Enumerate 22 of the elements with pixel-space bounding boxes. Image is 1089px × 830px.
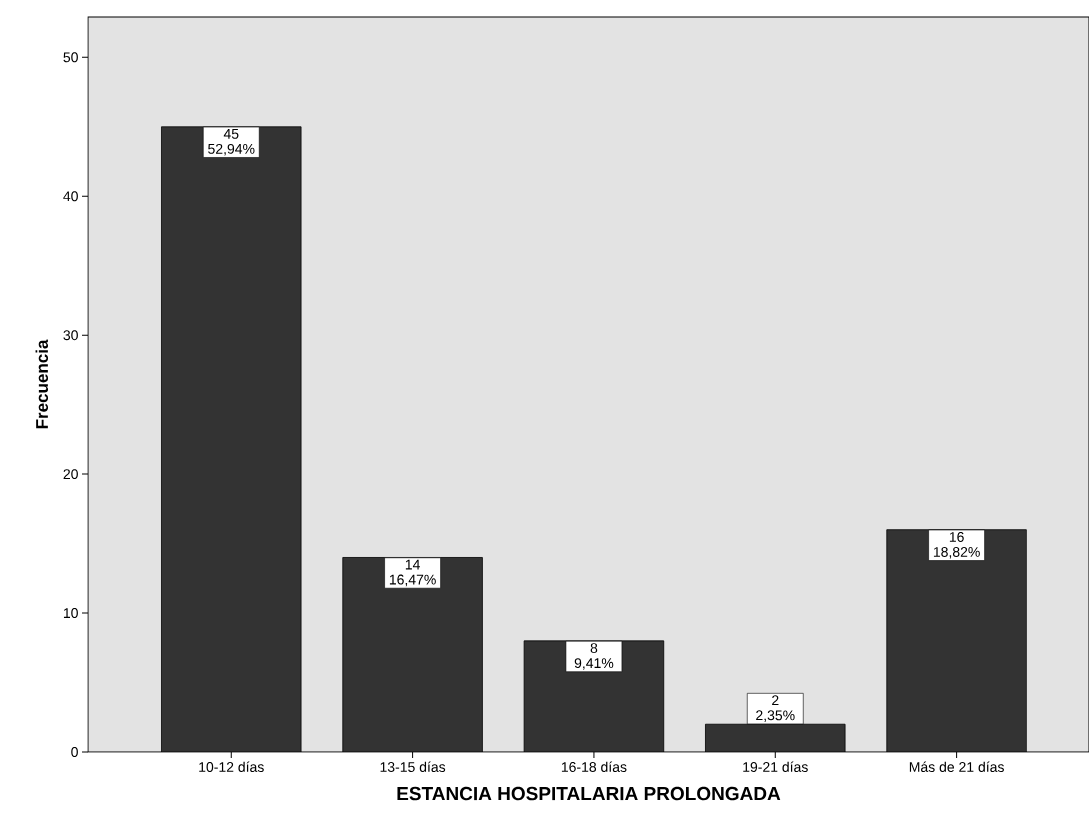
bar <box>705 723 846 752</box>
x-tick-label: 10-12 días <box>199 761 264 772</box>
bar <box>886 529 1027 752</box>
data-label: 16 18,82% <box>933 531 980 559</box>
y-tick-label: 40 <box>63 191 78 202</box>
bar <box>161 126 302 752</box>
bar <box>342 557 483 752</box>
data-label: 14 16,47% <box>389 559 436 587</box>
x-tick-label: 16-18 días <box>561 761 627 772</box>
y-tick-label: 50 <box>63 52 78 63</box>
x-axis-title: ESTANCIA HOSPITALARIA PROLONGADA <box>397 786 781 801</box>
data-label: 45 52,94% <box>208 129 255 156</box>
y-tick-label: 20 <box>63 469 78 480</box>
data-label: 2 2,35% <box>756 695 795 722</box>
y-tick-label: 0 <box>71 747 78 757</box>
y-tick-label: 30 <box>63 330 78 341</box>
x-tick-label: 13-15 días <box>380 761 446 772</box>
data-label: 8 9,41% <box>574 643 614 670</box>
y-axis-title: Frecuencia <box>35 339 49 429</box>
x-tick-label: 19-21 días <box>743 761 808 772</box>
y-tick-label: 10 <box>63 608 78 619</box>
x-tick-label: Más de 21 días <box>909 761 1004 772</box>
